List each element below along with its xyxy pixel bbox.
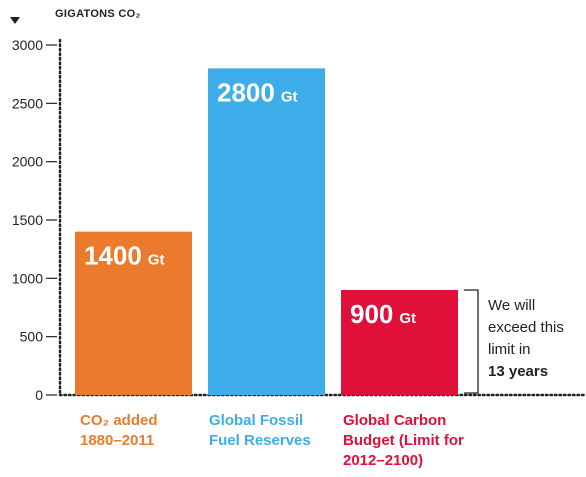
category-label-line: Global Fossil — [209, 412, 304, 429]
y-tick-label: 500 — [20, 329, 44, 345]
annotation-line: We will — [488, 297, 536, 314]
category-label-line: CO₂ added — [80, 412, 158, 429]
bar — [208, 68, 325, 395]
annotation-line: exceed this — [488, 319, 564, 336]
data-label: 900 Gt — [350, 299, 416, 329]
category-label-carbon-budget: Global Carbon Budget (Limit for 2012–210… — [343, 411, 464, 471]
y-axis-title: GIGATONS CO₂ — [55, 8, 141, 20]
y-tick-label: 2500 — [12, 95, 43, 111]
y-tick-label: 2000 — [12, 154, 43, 170]
data-label: 1400 Gt — [84, 241, 165, 271]
category-label-line: 2012–2100) — [343, 452, 424, 469]
y-tick-label: 0 — [35, 387, 43, 403]
bar — [341, 290, 458, 395]
category-label-line: Budget (Limit for — [343, 432, 464, 449]
budget-annotation: We will exceed this limit in 13 years — [488, 295, 586, 383]
annotation-emphasis: 13 years — [488, 363, 549, 380]
category-label-co2-added: CO₂ added 1880–2011 — [80, 411, 158, 451]
annotation-line: limit in — [488, 341, 531, 358]
budget-bracket — [464, 289, 479, 394]
y-tick-label: 1000 — [12, 270, 43, 286]
axis-arrow-icon — [10, 17, 20, 24]
bar — [75, 231, 192, 395]
category-label-fossil-reserves: Global Fossil Fuel Reserves — [209, 411, 311, 451]
category-label-line: 1880–2011 — [80, 432, 155, 449]
y-tick-label: 1500 — [12, 212, 43, 228]
category-label-line: Fuel Reserves — [209, 432, 311, 449]
category-label-line: Global Carbon — [343, 412, 447, 429]
y-tick-label: 3000 — [12, 37, 43, 53]
data-label: 2800 Gt — [217, 77, 298, 107]
